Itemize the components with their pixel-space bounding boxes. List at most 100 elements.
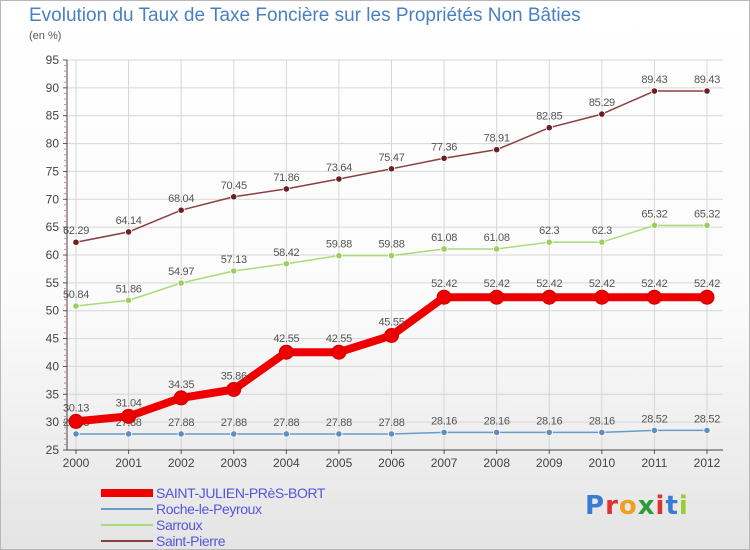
legend-label: SAINT-JULIEN-PRèS-BORT xyxy=(156,485,326,501)
data-point xyxy=(230,430,238,438)
data-point xyxy=(545,124,553,132)
x-tick-label: 2010 xyxy=(588,456,615,470)
data-point xyxy=(72,430,80,438)
logo-letter: x xyxy=(637,491,656,521)
data-label: 61.08 xyxy=(431,232,457,244)
data-label: 35.86 xyxy=(221,370,247,382)
data-point xyxy=(124,430,133,438)
legend-swatch xyxy=(101,508,153,510)
data-point xyxy=(331,344,347,360)
data-point xyxy=(646,289,662,305)
data-label: 70.45 xyxy=(221,180,247,192)
legend-swatch xyxy=(101,489,153,497)
proxiti-logo: Proxiti xyxy=(585,491,689,521)
data-label: 52.42 xyxy=(694,278,720,290)
logo-letter: i xyxy=(655,491,666,521)
x-tick-label: 2006 xyxy=(378,456,405,470)
data-point xyxy=(594,289,610,305)
data-point xyxy=(124,296,133,304)
data-label: 64.14 xyxy=(116,215,142,227)
legend-swatch xyxy=(101,524,153,526)
data-point xyxy=(121,408,137,424)
logo-letter: t xyxy=(665,491,679,521)
data-label: 54.97 xyxy=(168,266,194,278)
data-label: 31.04 xyxy=(116,397,142,409)
data-label: 62.29 xyxy=(63,225,89,237)
data-label: 58.42 xyxy=(273,247,299,259)
y-tick-label: 30 xyxy=(46,415,60,429)
logo-letter: P xyxy=(585,491,606,521)
data-point xyxy=(335,252,343,260)
chart-unit: (en %) xyxy=(29,30,62,42)
legend-label: Saint-Pierre xyxy=(156,533,226,549)
data-point xyxy=(387,165,396,173)
data-label: 62.3 xyxy=(592,225,612,237)
x-tick-label: 2004 xyxy=(273,456,300,470)
y-tick-label: 50 xyxy=(46,304,60,318)
logo-letter: r xyxy=(605,491,619,521)
x-tick-label: 2003 xyxy=(220,456,247,470)
data-point xyxy=(436,289,452,305)
data-point xyxy=(703,221,711,229)
x-tick-label: 2002 xyxy=(168,456,195,470)
data-label: 85.29 xyxy=(589,97,615,109)
logo-letter: i xyxy=(678,491,689,521)
data-point xyxy=(177,430,185,438)
x-tick-label: 2005 xyxy=(326,456,353,470)
data-point xyxy=(335,430,343,438)
data-label: 52.42 xyxy=(484,278,510,290)
data-label: 73.64 xyxy=(326,162,352,174)
y-tick-label: 25 xyxy=(46,443,60,457)
data-label: 45.55 xyxy=(378,317,404,329)
y-tick-label: 75 xyxy=(46,164,60,178)
data-label: 28.16 xyxy=(431,415,457,427)
data-point xyxy=(282,185,290,193)
y-tick-label: 40 xyxy=(46,359,60,373)
y-tick-label: 70 xyxy=(46,192,60,206)
data-point xyxy=(703,87,711,95)
data-label: 27.88 xyxy=(168,417,194,429)
legend-swatch xyxy=(101,540,153,542)
data-label: 34.35 xyxy=(168,379,194,391)
y-tick-label: 55 xyxy=(46,276,60,290)
data-label: 71.86 xyxy=(273,172,299,184)
x-tick-label: 2001 xyxy=(115,456,142,470)
data-label: 28.16 xyxy=(536,415,562,427)
data-label: 28.16 xyxy=(484,415,510,427)
data-point xyxy=(440,154,448,162)
data-point xyxy=(72,238,80,246)
data-label: 75.47 xyxy=(378,152,404,164)
data-label: 59.88 xyxy=(326,239,352,251)
data-point xyxy=(650,221,659,229)
chart-title: Evolution du Taux de Taxe Foncière sur l… xyxy=(29,5,581,26)
data-point xyxy=(384,328,399,344)
data-label: 51.86 xyxy=(116,283,142,295)
data-label: 65.32 xyxy=(641,208,667,220)
data-point xyxy=(493,146,501,154)
y-tick-label: 80 xyxy=(46,137,60,151)
x-tick-label: 2008 xyxy=(483,456,510,470)
data-point xyxy=(650,87,659,95)
data-point xyxy=(230,267,238,275)
logo-letter: o xyxy=(618,491,638,521)
data-point xyxy=(699,289,715,305)
data-point xyxy=(282,260,290,268)
data-label: 30.13 xyxy=(63,402,89,414)
data-label: 61.08 xyxy=(484,232,510,244)
data-point xyxy=(489,289,505,305)
data-label: 27.88 xyxy=(221,417,247,429)
data-point xyxy=(545,428,553,436)
data-point xyxy=(541,289,557,305)
data-point xyxy=(282,430,290,438)
data-point xyxy=(387,430,396,438)
data-label: 42.55 xyxy=(273,333,299,345)
data-point xyxy=(226,381,242,397)
data-label: 50.84 xyxy=(63,289,89,301)
data-label: 65.32 xyxy=(694,208,720,220)
data-label: 28.52 xyxy=(694,413,720,425)
y-tick-label: 35 xyxy=(46,387,60,401)
data-label: 28.52 xyxy=(641,413,667,425)
data-label: 52.42 xyxy=(641,278,667,290)
x-tick-label: 2011 xyxy=(642,456,668,470)
